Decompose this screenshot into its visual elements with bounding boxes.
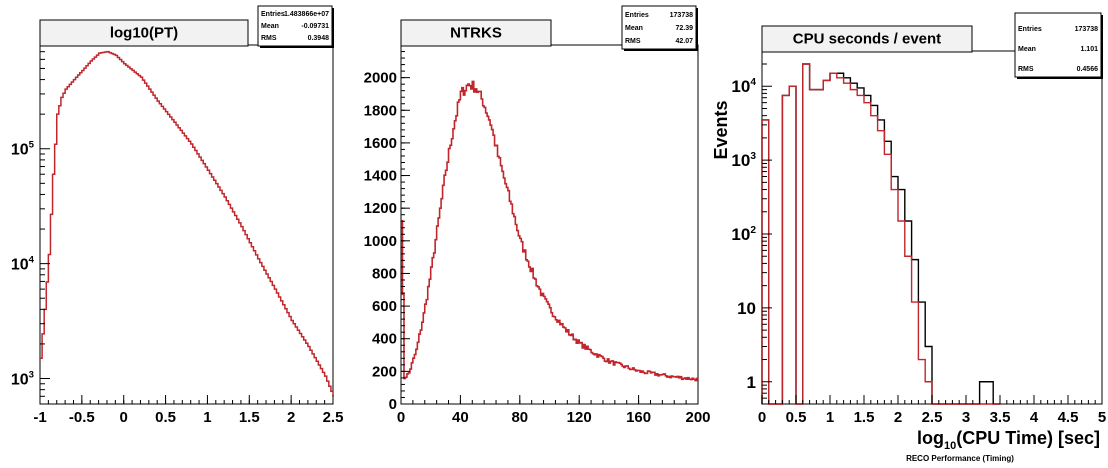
x-tick-label: 80 [511,409,528,426]
x-tick-label: 0.5 [786,409,807,426]
y-tick-label: 200 [372,363,397,380]
y-tick-label: 1200 [364,200,397,217]
plot-title: NTRKS [450,25,502,42]
plot-2: 0 40 80 120 160 20002004006008001000120014001… [364,5,711,426]
plot-3: 0 0.5 1 1.5 2 2.5 3 3.5 4 4.5 5 1 10 102 103 104 CPU sec… [711,12,1106,463]
plot-frame [39,44,334,405]
x-tick-label: 4 [1030,409,1039,426]
plot-title: log10(PT) [110,25,178,42]
series-histogram-2 [761,63,1000,405]
stats-box [257,5,333,47]
x-tick-label: 4.5 [1058,409,1079,426]
stats-label: RMS [1018,66,1034,73]
y-tick-label: 1600 [364,135,397,152]
stats-label: Mean [625,25,643,32]
series-line [401,80,699,382]
x-tick-label: -0.5 [69,409,95,426]
y-tick-label: 10 [737,299,756,318]
y-tick-label: 1400 [364,168,397,185]
stats-value: 0.3948 [308,35,330,42]
y-tick-label: 104 [11,255,35,274]
x-tick-label: 3.5 [990,409,1011,426]
x-tick-label: -1 [33,409,46,426]
plot-title-box [39,19,249,47]
stats-value: 173738 [670,12,693,19]
stats-box [621,5,697,50]
x-tick-label: 2.5 [323,409,344,426]
x-tick-label: 0.5 [155,409,176,426]
x-tick-label: 40 [452,409,469,426]
x-tick-label: 0 [758,409,766,426]
y-tick-label: 1 [747,373,756,392]
stats-value: 0.4566 [1077,66,1099,73]
stats-label: Entries [261,11,285,18]
x-tick-label: 5 [1098,409,1106,426]
stats-value: 1.483866e+07 [284,11,329,18]
stats-label: RMS [261,35,277,42]
x-tick-label: 1 [203,409,211,426]
y-tick-label: 1800 [364,102,397,119]
y-tick-label: 1000 [364,233,397,250]
y-tick-label: 400 [372,331,397,348]
y-tick-label: 102 [731,225,756,244]
y-axis-title: Events [711,100,731,159]
x-tick-label: 1 [826,409,834,426]
x-tick-label: 3 [962,409,970,426]
x-tick-label: 1.5 [854,409,875,426]
plot-title-box [761,25,973,53]
series-line [40,50,334,397]
stats-value: -0.09731 [301,23,329,30]
y-tick-label: 800 [372,265,397,282]
stats-label: Entries [625,12,649,19]
stats-label: Entries [1018,26,1042,33]
x-tick-label: 0 [397,409,405,426]
stats-value: 1.101 [1080,46,1098,53]
plot-1: -1 -0.5 0 0.5 1 1.5 2 2.5 103 104 105 log10(PT) Entr… [11,5,344,426]
x-tick-label: 0 [120,409,128,426]
y-tick-label: 2000 [364,70,397,87]
x-tick-label: 2 [894,409,902,426]
stats-value: 42.07 [675,38,693,45]
x-tick-label: 200 [685,409,710,426]
stats-label: Mean [261,23,279,30]
y-tick-label: 105 [11,140,35,159]
plot-title-box [400,19,552,47]
y-tick-label: 0 [389,396,397,413]
y-tick-label: 103 [11,370,34,389]
x-tick-label: 2 [287,409,295,426]
stats-box [1014,12,1102,78]
plot-title: CPU seconds / event [793,31,941,48]
y-tick-label: 104 [731,77,756,96]
x-tick-label: 2.5 [922,409,943,426]
y-tick-label: 600 [372,298,397,315]
plot-frame [761,50,1103,405]
x-axis-title: log10(CPU Time) [sec] [917,428,1100,452]
stats-value: 173738 [1075,26,1098,33]
footer-caption: RECO Performance (Timing) [906,454,1014,463]
stats-label: Mean [1018,46,1036,53]
plot-frame [400,44,699,405]
x-tick-label: 160 [626,409,651,426]
y-tick-label: 103 [731,151,756,170]
x-tick-label: 1.5 [239,409,260,426]
stats-value: 72.39 [675,25,693,32]
x-tick-label: 120 [567,409,592,426]
stats-label: RMS [625,38,641,45]
